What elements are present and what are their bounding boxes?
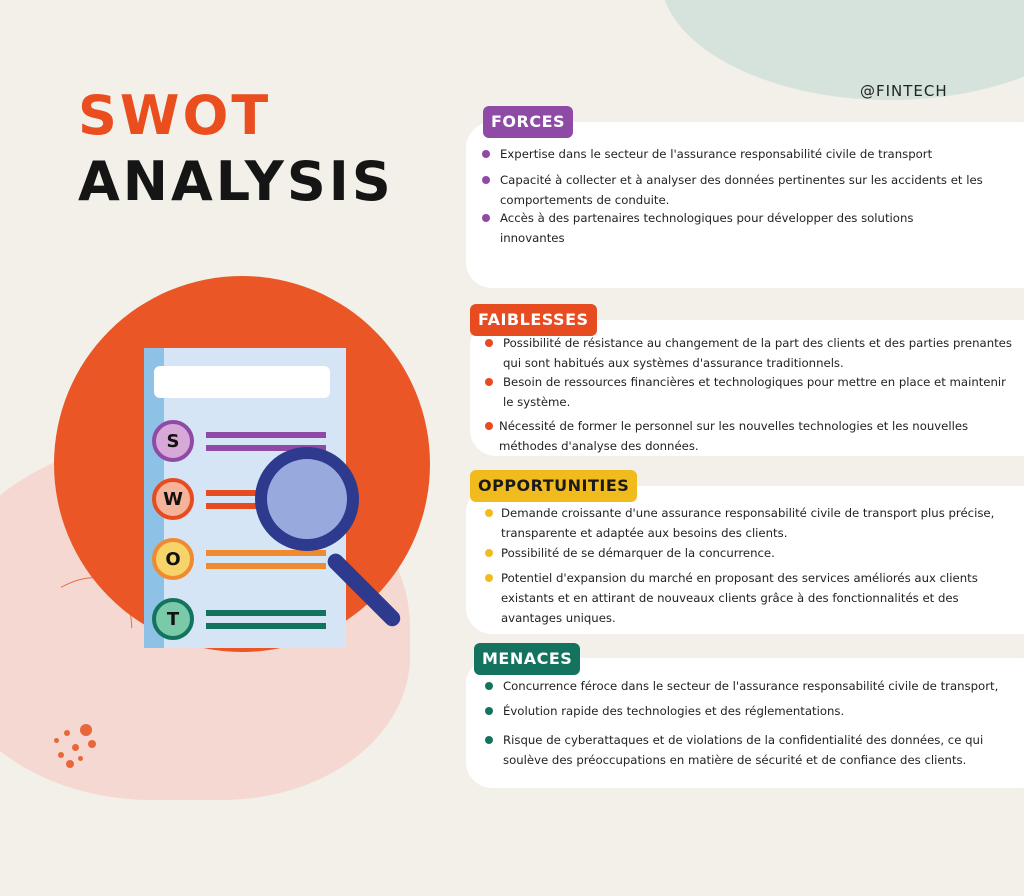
opportunities-badge: OPPORTUNITIES: [470, 470, 638, 502]
bullet-icon: [485, 378, 493, 386]
forces-item-text: Capacité à collecter et à analyser des d…: [500, 173, 983, 207]
magnifier-icon: [255, 447, 359, 551]
menaces-item: Risque de cyberattaques et de violations…: [485, 730, 1020, 770]
letter-o-icon: O: [152, 538, 194, 580]
menaces-item-text: Évolution rapide des technologies et des…: [503, 704, 845, 718]
brand-handle: @FINTECH: [860, 82, 948, 100]
bullet-icon: [485, 509, 493, 517]
bullet-icon: [485, 736, 493, 744]
forces-item: Capacité à collecter et à analyser des d…: [482, 170, 1002, 210]
forces-item: Expertise dans le secteur de l'assurance…: [482, 144, 1002, 164]
faiblesses-item: Possibilité de résistance au changement …: [485, 333, 1017, 373]
letter-w-icon: W: [152, 478, 194, 520]
o-bar-2: [206, 563, 326, 569]
opportunities-card: [466, 486, 1024, 634]
opportunities-item-text: Demande croissante d'une assurance respo…: [501, 506, 995, 540]
faiblesses-badge: FAIBLESSES: [470, 304, 597, 336]
forces-badge: FORCES: [483, 106, 574, 138]
faiblesses-item: Nécessité de former le personnel sur les…: [485, 416, 1017, 456]
opportunities-item: Demande croissante d'une assurance respo…: [485, 503, 1005, 543]
decorative-dots: [44, 716, 114, 776]
bullet-icon: [485, 707, 493, 715]
faiblesses-card: [470, 320, 1024, 456]
t-bar-2: [206, 623, 326, 629]
menaces-item-text: Concurrence féroce dans le secteur de l'…: [503, 679, 999, 693]
t-bar-1: [206, 610, 326, 616]
bullet-icon: [485, 682, 493, 690]
bullet-icon: [485, 422, 493, 430]
s-bar-2: [206, 445, 326, 451]
menaces-item-text: Risque de cyberattaques et de violations…: [503, 733, 984, 767]
faiblesses-item-text: Possibilité de résistance au changement …: [503, 336, 1012, 370]
letter-s-icon: S: [152, 420, 194, 462]
menaces-badge: MENACES: [474, 643, 581, 675]
letter-t-icon: T: [152, 598, 194, 640]
opportunities-item-text: Possibilité de se démarquer de la concur…: [501, 546, 775, 560]
bullet-icon: [485, 549, 493, 557]
menaces-item: Concurrence féroce dans le secteur de l'…: [485, 676, 1005, 696]
forces-card: [466, 122, 1024, 288]
bullet-icon: [482, 150, 490, 158]
forces-item: Accès à des partenaires technologiques p…: [482, 208, 922, 248]
document-header-box: [154, 366, 330, 398]
opportunities-item: Potentiel d'expansion du marché en propo…: [485, 568, 1020, 628]
forces-item-text: Accès à des partenaires technologiques p…: [500, 211, 914, 245]
faiblesses-item-text: Nécessité de former le personnel sur les…: [499, 419, 969, 453]
faiblesses-item-text: Besoin de ressources financières et tech…: [503, 375, 1006, 409]
menaces-item: Évolution rapide des technologies et des…: [485, 701, 1005, 721]
bullet-icon: [485, 339, 493, 347]
s-bar-1: [206, 432, 326, 438]
menaces-card: [466, 658, 1024, 788]
decorative-blob-top: [660, 0, 1024, 100]
opportunities-item-text: Potentiel d'expansion du marché en propo…: [501, 571, 978, 625]
bullet-icon: [485, 574, 493, 582]
bullet-icon: [482, 176, 490, 184]
page-title-line1: SWOT: [78, 84, 272, 147]
forces-item-text: Expertise dans le secteur de l'assurance…: [500, 147, 933, 161]
bullet-icon: [482, 214, 490, 222]
opportunities-item: Possibilité de se démarquer de la concur…: [485, 543, 1005, 563]
page-title-line2: ANALYSIS: [78, 150, 394, 213]
faiblesses-item: Besoin de ressources financières et tech…: [485, 372, 1017, 412]
o-bar-1: [206, 550, 326, 556]
